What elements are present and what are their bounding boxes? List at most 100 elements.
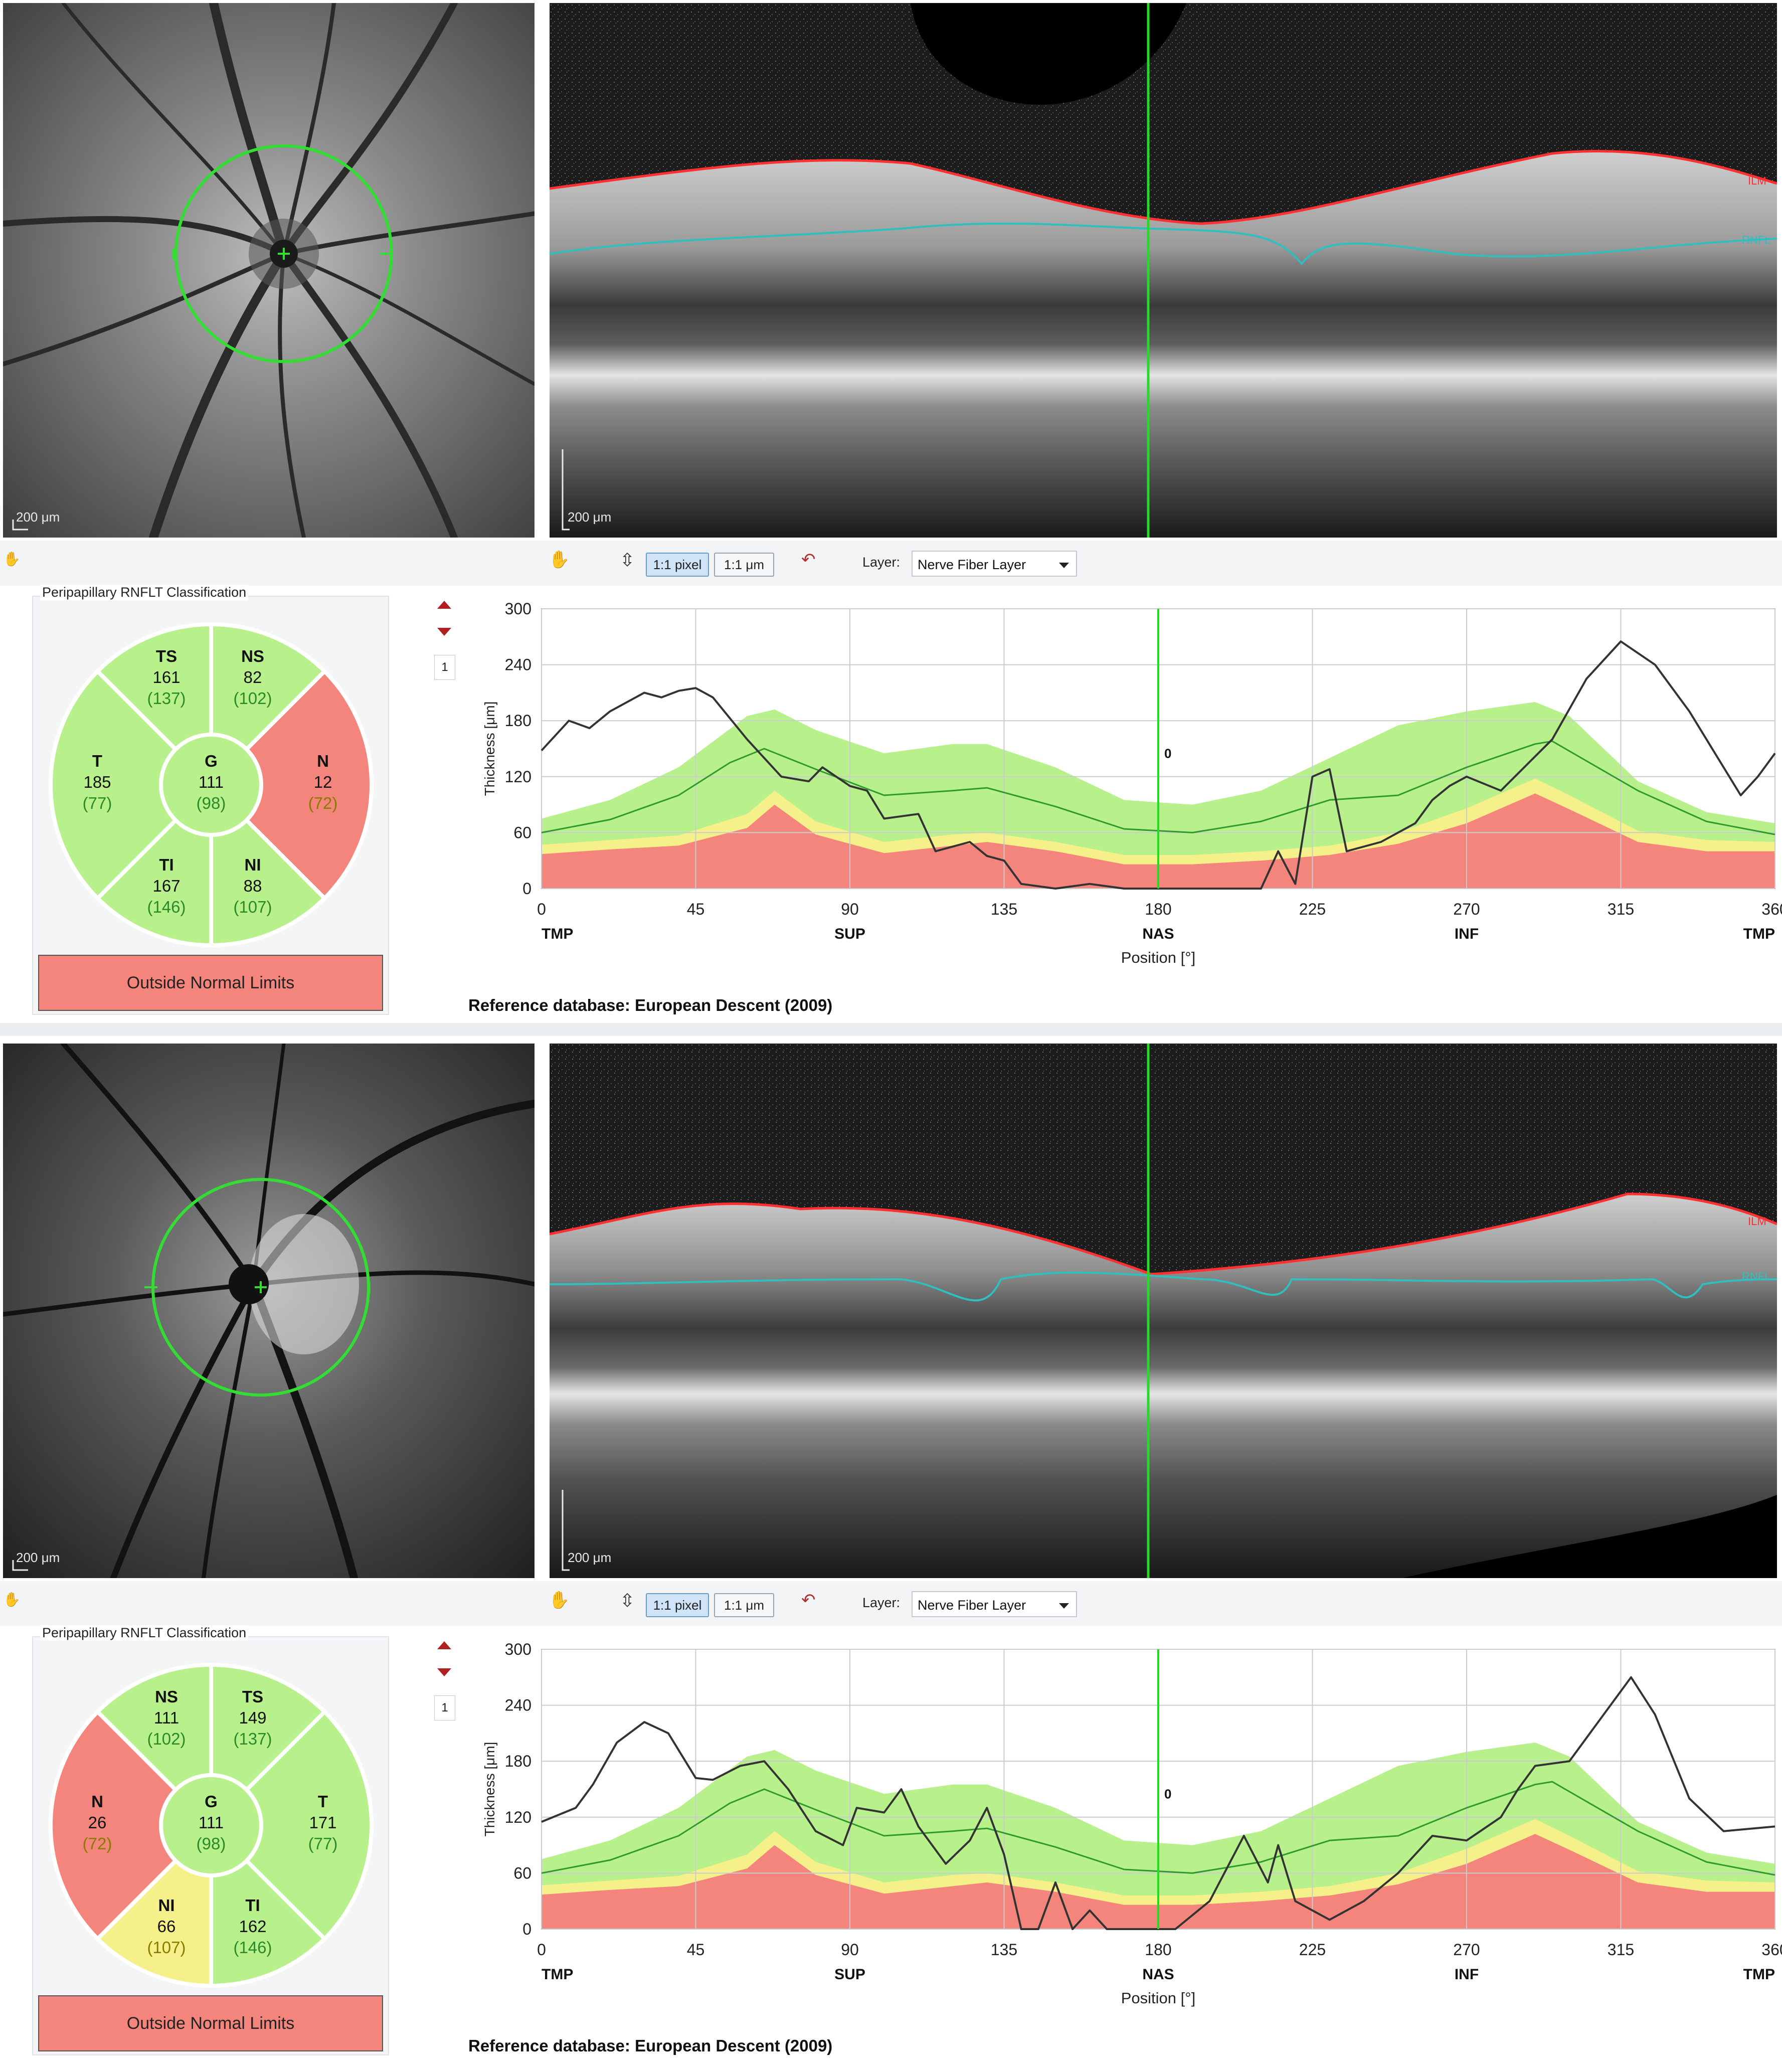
x-tick-label: 0 xyxy=(537,1941,546,1959)
zoom-1-1-um-button[interactable]: 1:1 μm xyxy=(714,1593,774,1617)
chart-svg: 0 45 90 135 180 225 270 315 360 0 60 120 180 240 300 TM… xyxy=(482,600,1782,966)
oct-bscan-image[interactable]: 200 μm ILM RNFL xyxy=(550,1044,1777,1578)
sector-value-top-right: 149 xyxy=(239,1708,266,1727)
cursor-label: 0 xyxy=(1164,1787,1171,1802)
cursor-label: 0 xyxy=(1164,746,1171,761)
page-number[interactable]: 1 xyxy=(434,655,455,680)
sector-abbr-right: N xyxy=(317,752,329,770)
sector-normal-left: (72) xyxy=(83,1834,112,1853)
pointer-tool-icon[interactable]: ↶ xyxy=(801,1591,816,1610)
x-tick-label: 315 xyxy=(1608,900,1634,918)
zoom-1-1-pixel-button[interactable]: 1:1 pixel xyxy=(646,553,709,577)
sector-normal-right: (72) xyxy=(308,794,338,812)
measured-thickness-line xyxy=(541,1676,1775,1930)
y-tick-label: 240 xyxy=(505,1696,531,1714)
region-label: NAS xyxy=(1142,926,1174,942)
pan-hand-icon[interactable]: ✋ xyxy=(549,1591,570,1610)
sector-abbr-left: N xyxy=(91,1792,103,1811)
bscan-scale-label: 200 μm xyxy=(568,1550,612,1565)
sector-shape-right xyxy=(208,668,374,901)
sector-normal-global: (98) xyxy=(197,794,226,812)
arrow-down-icon[interactable] xyxy=(437,628,451,636)
x-tick-label: 270 xyxy=(1453,900,1480,918)
x-tick-label: 45 xyxy=(687,1941,705,1959)
sector-pie-chart: NS 111 (102) TS 149 (137) N 26 (72) T 17… xyxy=(48,1662,374,1988)
layer-label: Layer: xyxy=(862,1595,901,1610)
oct-bscan-image[interactable]: 200 μm ILM RNFL xyxy=(550,3,1777,538)
hand-icon[interactable]: ✋ xyxy=(3,1592,21,1607)
rnfl-thickness-chart[interactable]: 0 45 90 135 180 225 270 315 360 0 60 120 180 240 300 TM… xyxy=(466,592,1782,993)
zoom-1-1-pixel-button[interactable]: 1:1 pixel xyxy=(646,1593,709,1617)
x-tick-label: 90 xyxy=(841,900,859,918)
chart-svg: 0 45 90 135 180 225 270 315 360 0 60 120 180 240 300 TM… xyxy=(482,1640,1782,2007)
sector-value-top-left: 111 xyxy=(154,1708,179,1727)
scan-panel-bottom: 200 μm xyxy=(0,1041,1782,2058)
zoom-1-1-um-button[interactable]: 1:1 μm xyxy=(714,553,774,577)
y-axis-label: Thickness [μm] xyxy=(482,1742,497,1837)
arrow-up-icon[interactable] xyxy=(437,601,451,609)
layer-select[interactable]: Nerve Fiber Layer xyxy=(912,551,1077,577)
rnfl-layer-tag: RNFL xyxy=(1742,234,1771,246)
x-tick-label: 270 xyxy=(1453,1941,1480,1959)
y-axis-label: Thickness [μm] xyxy=(482,702,497,796)
region-label: NAS xyxy=(1142,1966,1174,1983)
x-tick-label: 90 xyxy=(841,1941,859,1959)
rnfl-thickness-chart[interactable]: 0 45 90 135 180 225 270 315 360 0 60 120 180 240 300 TM… xyxy=(466,1632,1782,2033)
page-number[interactable]: 1 xyxy=(434,1695,455,1720)
fundus-scale-label: 200 μm xyxy=(16,1550,60,1565)
arrow-up-icon[interactable] xyxy=(437,1641,451,1649)
sector-normal-global: (98) xyxy=(197,1834,226,1853)
sector-shape-global xyxy=(159,1773,263,1877)
sector-normal-right: (77) xyxy=(308,1834,338,1853)
y-tick-label: 300 xyxy=(505,600,531,618)
arrow-down-icon[interactable] xyxy=(437,1668,451,1676)
sector-abbr-global: G xyxy=(205,752,218,770)
y-tick-label: 180 xyxy=(505,1752,531,1770)
pointer-tool-icon[interactable]: ↶ xyxy=(801,550,816,569)
fit-height-icon[interactable]: ⇳ xyxy=(620,1590,635,1611)
sector-value-bottom-left: 66 xyxy=(157,1917,176,1936)
normal-mean-line xyxy=(541,1781,1775,1876)
sector-normal-bottom-left: (107) xyxy=(147,1938,186,1957)
sector-shapes xyxy=(48,622,374,948)
sector-normal-bottom-right: (146) xyxy=(233,1938,272,1957)
sector-abbr-top-right: NS xyxy=(241,647,264,665)
sector-value-bottom-right: 162 xyxy=(239,1917,266,1936)
sector-abbr-global: G xyxy=(205,1792,218,1811)
x-tick-label: 225 xyxy=(1299,900,1326,918)
bscan-scale-label: 200 μm xyxy=(568,509,612,525)
region-label: TMP xyxy=(1743,1966,1775,1983)
fundus-image[interactable]: 200 μm xyxy=(3,1044,534,1578)
region-label: SUP xyxy=(834,926,865,942)
sector-value-left: 185 xyxy=(83,773,111,791)
sector-abbr-left: T xyxy=(92,752,102,770)
region-label: SUP xyxy=(834,1966,865,1983)
classification-result-badge: Outside Normal Limits xyxy=(38,955,383,1011)
fundus-scale-label: 200 μm xyxy=(16,509,60,525)
x-tick-label: 180 xyxy=(1145,1941,1171,1959)
measured-thickness-line xyxy=(541,640,1776,890)
navigation-arrows xyxy=(434,1637,454,1687)
pan-hand-icon[interactable]: ✋ xyxy=(549,550,570,569)
sector-normal-bottom-left: (146) xyxy=(147,898,186,916)
fundus-image[interactable]: 200 μm xyxy=(3,3,534,538)
y-tick-label: 240 xyxy=(505,656,531,674)
sector-value-bottom-right: 88 xyxy=(244,877,262,895)
sector-value-top-left: 161 xyxy=(152,668,180,686)
hand-icon[interactable]: ✋ xyxy=(3,551,21,567)
sector-shape-right xyxy=(208,1709,374,1942)
fit-height-icon[interactable]: ⇳ xyxy=(620,550,635,570)
x-tick-label: 45 xyxy=(687,900,705,918)
region-label: TMP xyxy=(1743,926,1775,942)
sector-abbr-bottom-right: TI xyxy=(245,1896,260,1915)
sector-value-global: 111 xyxy=(199,1813,224,1832)
sector-normal-top-left: (137) xyxy=(147,689,186,708)
y-tick-label: 60 xyxy=(513,823,531,841)
y-tick-label: 60 xyxy=(513,1864,531,1882)
x-tick-label: 135 xyxy=(991,1941,1017,1959)
sector-abbr-top-left: TS xyxy=(156,647,177,665)
layer-select[interactable]: Nerve Fiber Layer xyxy=(912,1591,1077,1617)
region-label: INF xyxy=(1455,926,1479,942)
sector-normal-top-right: (137) xyxy=(233,1730,272,1748)
reference-database-label: Reference database: European Descent (20… xyxy=(468,2036,833,2055)
